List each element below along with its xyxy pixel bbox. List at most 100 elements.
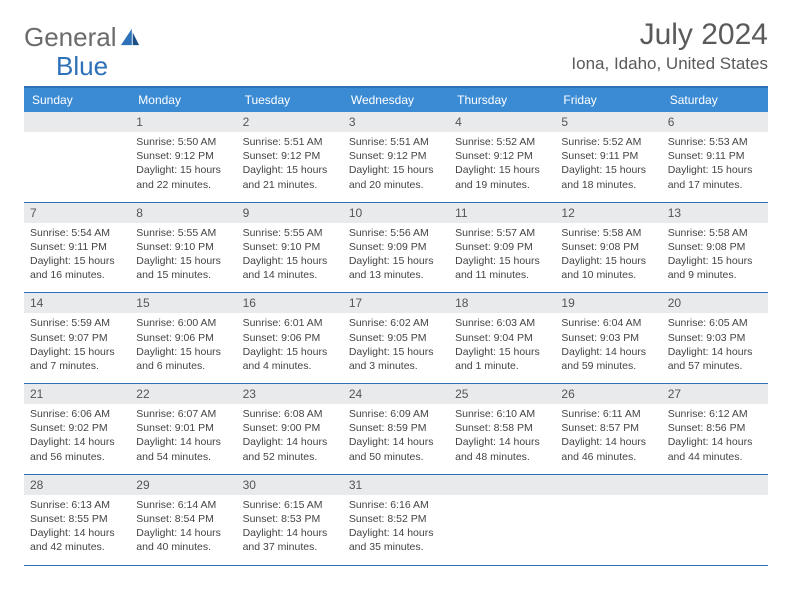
calendar-table: Sunday Monday Tuesday Wednesday Thursday…: [24, 86, 768, 565]
dl1-text: Daylight: 15 hours: [668, 163, 762, 177]
sunrise-text: Sunrise: 6:04 AM: [561, 316, 655, 330]
sunrise-text: Sunrise: 5:53 AM: [668, 135, 762, 149]
sunrise-text: Sunrise: 5:56 AM: [349, 226, 443, 240]
sunrise-text: Sunrise: 6:05 AM: [668, 316, 762, 330]
sunset-text: Sunset: 9:12 PM: [349, 149, 443, 163]
sunset-text: Sunset: 9:06 PM: [243, 331, 337, 345]
sunrise-text: Sunrise: 6:16 AM: [349, 498, 443, 512]
day-header-row: Sunday Monday Tuesday Wednesday Thursday…: [24, 87, 768, 112]
day-cell: 14Sunrise: 5:59 AMSunset: 9:07 PMDayligh…: [24, 293, 130, 384]
dl1-text: Daylight: 15 hours: [136, 163, 230, 177]
day-number: 8: [130, 203, 236, 223]
sunset-text: Sunset: 9:03 PM: [668, 331, 762, 345]
sunrise-text: Sunrise: 6:00 AM: [136, 316, 230, 330]
sunset-text: Sunset: 9:06 PM: [136, 331, 230, 345]
day-cell: 20Sunrise: 6:05 AMSunset: 9:03 PMDayligh…: [662, 293, 768, 384]
day-number: [662, 475, 768, 495]
sunset-text: Sunset: 8:54 PM: [136, 512, 230, 526]
dl1-text: Daylight: 14 hours: [136, 435, 230, 449]
dl1-text: Daylight: 15 hours: [243, 254, 337, 268]
day-number: 6: [662, 112, 768, 132]
dl1-text: Daylight: 14 hours: [349, 435, 443, 449]
sunrise-text: Sunrise: 6:13 AM: [30, 498, 124, 512]
dl2-text: and 19 minutes.: [455, 178, 549, 192]
day-cell: 1Sunrise: 5:50 AMSunset: 9:12 PMDaylight…: [130, 112, 236, 202]
sunset-text: Sunset: 8:53 PM: [243, 512, 337, 526]
dl2-text: and 46 minutes.: [561, 450, 655, 464]
day-number: 16: [237, 293, 343, 313]
day-cell: [555, 474, 661, 565]
sunrise-text: Sunrise: 6:12 AM: [668, 407, 762, 421]
sunset-text: Sunset: 9:00 PM: [243, 421, 337, 435]
day-number: 9: [237, 203, 343, 223]
sunset-text: Sunset: 9:08 PM: [668, 240, 762, 254]
dl1-text: Daylight: 15 hours: [243, 163, 337, 177]
dl2-text: and 37 minutes.: [243, 540, 337, 554]
day-cell: 27Sunrise: 6:12 AMSunset: 8:56 PMDayligh…: [662, 384, 768, 475]
day-cell: 29Sunrise: 6:14 AMSunset: 8:54 PMDayligh…: [130, 474, 236, 565]
sunset-text: Sunset: 8:56 PM: [668, 421, 762, 435]
day-header: Tuesday: [237, 87, 343, 112]
sunset-text: Sunset: 9:08 PM: [561, 240, 655, 254]
day-header: Wednesday: [343, 87, 449, 112]
day-cell: 23Sunrise: 6:08 AMSunset: 9:00 PMDayligh…: [237, 384, 343, 475]
sunrise-text: Sunrise: 5:55 AM: [136, 226, 230, 240]
day-cell: 24Sunrise: 6:09 AMSunset: 8:59 PMDayligh…: [343, 384, 449, 475]
dl2-text: and 20 minutes.: [349, 178, 443, 192]
day-cell: 10Sunrise: 5:56 AMSunset: 9:09 PMDayligh…: [343, 202, 449, 293]
day-number: 18: [449, 293, 555, 313]
dl2-text: and 50 minutes.: [349, 450, 443, 464]
dl1-text: Daylight: 14 hours: [30, 526, 124, 540]
sunset-text: Sunset: 9:05 PM: [349, 331, 443, 345]
sunrise-text: Sunrise: 5:50 AM: [136, 135, 230, 149]
dl1-text: Daylight: 14 hours: [349, 526, 443, 540]
sunrise-text: Sunrise: 5:57 AM: [455, 226, 549, 240]
title-block: July 2024 Iona, Idaho, United States: [571, 18, 768, 74]
dl1-text: Daylight: 15 hours: [455, 345, 549, 359]
day-number: 21: [24, 384, 130, 404]
day-cell: 18Sunrise: 6:03 AMSunset: 9:04 PMDayligh…: [449, 293, 555, 384]
day-cell: 3Sunrise: 5:51 AMSunset: 9:12 PMDaylight…: [343, 112, 449, 202]
dl2-text: and 16 minutes.: [30, 268, 124, 282]
day-cell: [662, 474, 768, 565]
sunset-text: Sunset: 9:11 PM: [30, 240, 124, 254]
sunset-text: Sunset: 9:10 PM: [136, 240, 230, 254]
dl1-text: Daylight: 14 hours: [561, 435, 655, 449]
dl2-text: and 56 minutes.: [30, 450, 124, 464]
day-cell: 15Sunrise: 6:00 AMSunset: 9:06 PMDayligh…: [130, 293, 236, 384]
day-number: 30: [237, 475, 343, 495]
brand-part1: General: [24, 22, 117, 52]
sunrise-text: Sunrise: 5:55 AM: [243, 226, 337, 240]
dl1-text: Daylight: 14 hours: [561, 345, 655, 359]
day-number: [449, 475, 555, 495]
day-number: 27: [662, 384, 768, 404]
dl2-text: and 48 minutes.: [455, 450, 549, 464]
sunrise-text: Sunrise: 6:01 AM: [243, 316, 337, 330]
day-cell: [24, 112, 130, 202]
day-number: 12: [555, 203, 661, 223]
day-cell: 28Sunrise: 6:13 AMSunset: 8:55 PMDayligh…: [24, 474, 130, 565]
dl2-text: and 44 minutes.: [668, 450, 762, 464]
sunrise-text: Sunrise: 6:11 AM: [561, 407, 655, 421]
sunset-text: Sunset: 9:03 PM: [561, 331, 655, 345]
dl1-text: Daylight: 15 hours: [30, 345, 124, 359]
day-number: 24: [343, 384, 449, 404]
sunset-text: Sunset: 8:52 PM: [349, 512, 443, 526]
sunrise-text: Sunrise: 5:52 AM: [455, 135, 549, 149]
dl2-text: and 18 minutes.: [561, 178, 655, 192]
dl1-text: Daylight: 14 hours: [243, 435, 337, 449]
day-number: 13: [662, 203, 768, 223]
sunrise-text: Sunrise: 5:58 AM: [561, 226, 655, 240]
dl1-text: Daylight: 15 hours: [349, 345, 443, 359]
dl2-text: and 42 minutes.: [30, 540, 124, 554]
sunset-text: Sunset: 8:58 PM: [455, 421, 549, 435]
dl2-text: and 22 minutes.: [136, 178, 230, 192]
week-row: 28Sunrise: 6:13 AMSunset: 8:55 PMDayligh…: [24, 474, 768, 565]
dl1-text: Daylight: 15 hours: [561, 254, 655, 268]
dl1-text: Daylight: 14 hours: [455, 435, 549, 449]
day-number: 11: [449, 203, 555, 223]
dl1-text: Daylight: 14 hours: [136, 526, 230, 540]
day-cell: 11Sunrise: 5:57 AMSunset: 9:09 PMDayligh…: [449, 202, 555, 293]
day-number: 29: [130, 475, 236, 495]
day-number: 25: [449, 384, 555, 404]
